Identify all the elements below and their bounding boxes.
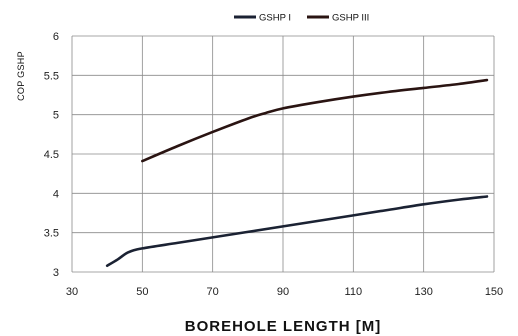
y-tick-label: 4.5 bbox=[44, 149, 59, 161]
y-axis-label: COP GSHP bbox=[16, 51, 26, 101]
x-tick-label: 90 bbox=[277, 286, 289, 298]
x-axis-label: BOREHOLE LENGTH [M] bbox=[185, 318, 382, 335]
legend-label: GSHP I bbox=[259, 13, 291, 24]
y-tick-labels: 3 3.5 4 4.5 5 5.5 6 bbox=[44, 31, 59, 279]
y-tick-label: 3 bbox=[53, 267, 59, 279]
series-line-1 bbox=[105, 195, 489, 268]
series-line-2 bbox=[141, 78, 489, 163]
series-lines bbox=[105, 78, 489, 268]
legend-label: GSHP III bbox=[332, 13, 369, 24]
x-tick-label: 150 bbox=[485, 286, 503, 298]
grid-lines bbox=[71, 35, 495, 273]
x-tick-label: 70 bbox=[207, 286, 219, 298]
y-tick-label: 4 bbox=[53, 188, 59, 200]
y-tick-label: 5 bbox=[53, 110, 59, 122]
y-tick-label: 6 bbox=[53, 31, 59, 43]
x-tick-label: 30 bbox=[66, 286, 78, 298]
x-tick-label: 130 bbox=[414, 286, 432, 298]
x-tick-label: 110 bbox=[345, 286, 363, 298]
y-tick-label: 5.5 bbox=[44, 70, 59, 82]
x-tick-label: 50 bbox=[136, 286, 148, 298]
y-tick-label: 3.5 bbox=[44, 228, 59, 240]
legend: GSHP I GSHP III bbox=[234, 13, 369, 24]
x-tick-labels: 30 50 70 90 110 130 150 bbox=[66, 286, 503, 298]
